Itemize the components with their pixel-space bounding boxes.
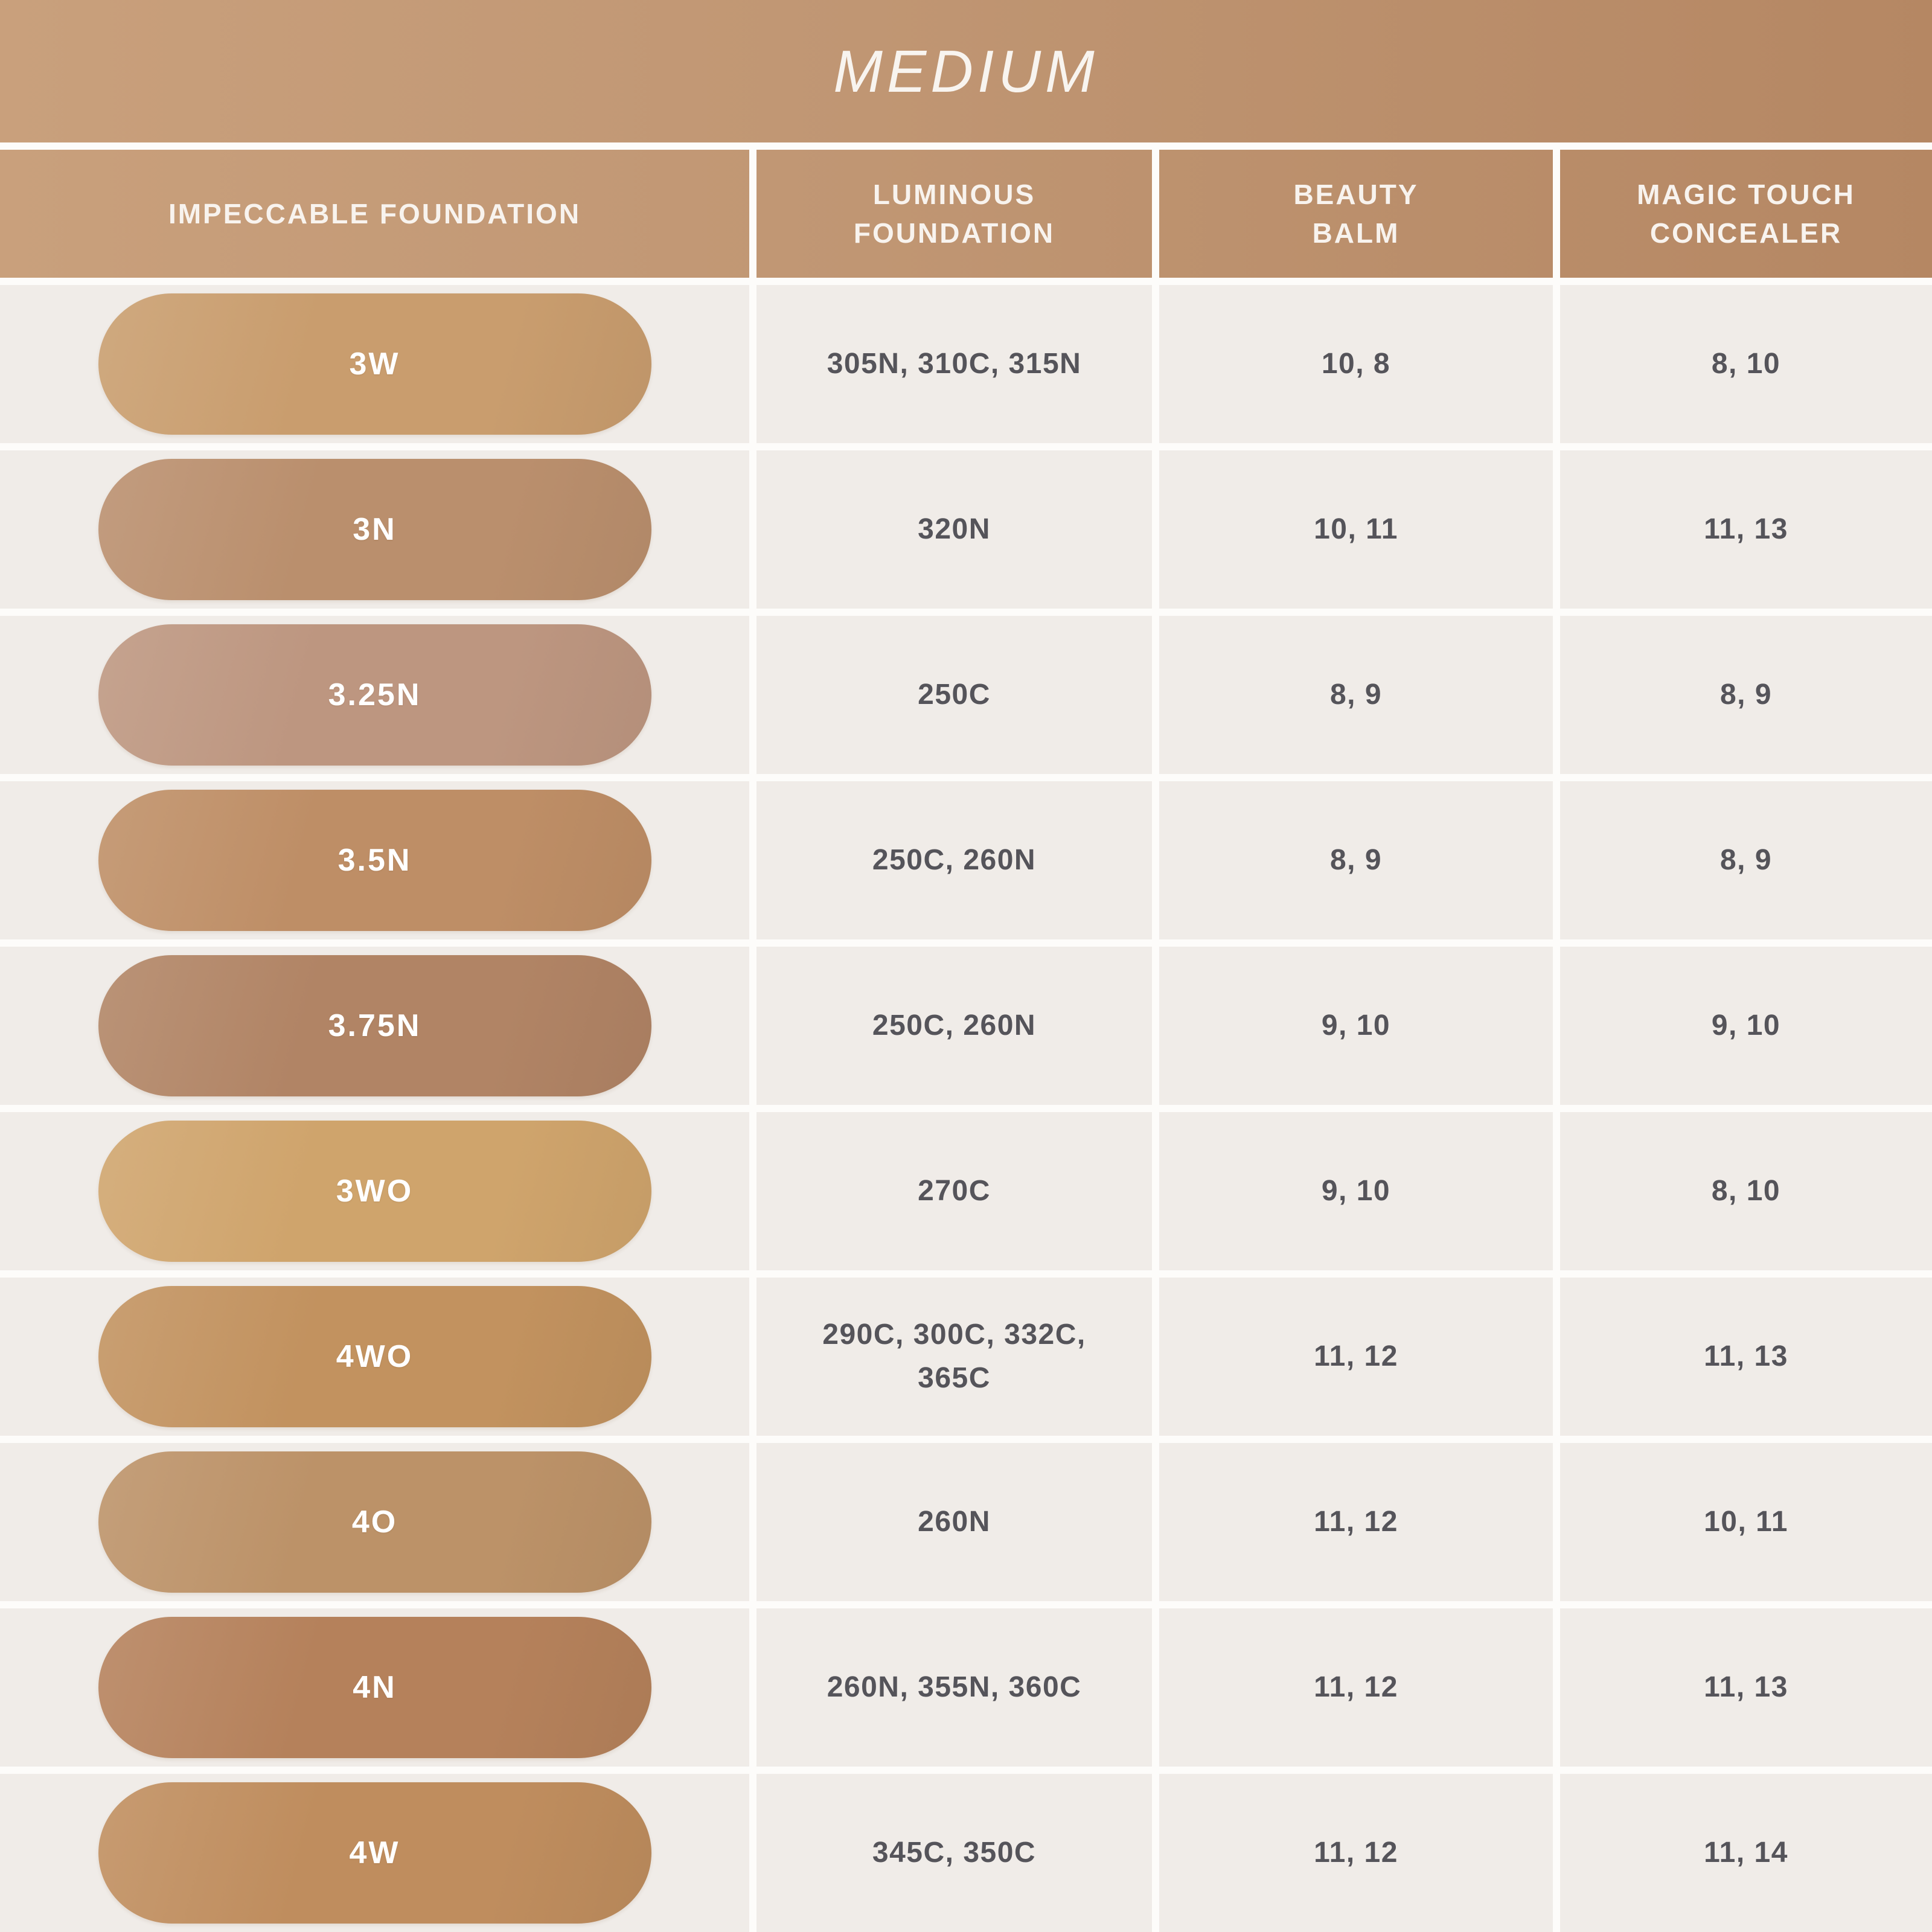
shade-swatch-cell: 4W xyxy=(0,1774,749,1932)
shade-swatch-cell: 3WO xyxy=(0,1112,749,1270)
shade-swatch-cell: 4N xyxy=(0,1608,749,1767)
shade-label: 3N xyxy=(353,512,397,547)
luminous-foundation-value: 290C, 300C, 332C, 365C xyxy=(756,1278,1152,1436)
beauty-balm-value: 10, 11 xyxy=(1159,450,1553,609)
horizontal-separator xyxy=(0,278,1932,285)
shade-label: 4W xyxy=(349,1835,400,1870)
shade-swatch: 4WO xyxy=(98,1286,651,1427)
beauty-balm-value: 11, 12 xyxy=(1159,1774,1553,1932)
shade-swatch: 4N xyxy=(98,1617,651,1758)
shade-label: 3.75N xyxy=(328,1008,421,1043)
magic-touch-concealer-value: 10, 11 xyxy=(1560,1443,1932,1601)
beauty-balm-value: 8, 9 xyxy=(1159,781,1553,939)
shade-swatch-cell: 3.25N xyxy=(0,616,749,774)
shade-swatch: 3.75N xyxy=(98,955,651,1096)
luminous-foundation-value: 250C xyxy=(756,616,1152,774)
luminous-foundation-value: 260N xyxy=(756,1443,1152,1601)
shade-swatch-cell: 3.5N xyxy=(0,781,749,939)
header-band: MEDIUM xyxy=(0,0,1932,142)
shade-swatch-cell: 4O xyxy=(0,1443,749,1601)
shade-swatch: 4W xyxy=(98,1782,651,1924)
luminous-foundation-value: 250C, 260N xyxy=(756,947,1152,1105)
magic-touch-concealer-value: 8, 10 xyxy=(1560,285,1932,443)
luminous-foundation-value: 345C, 350C xyxy=(756,1774,1152,1932)
shade-swatch-cell: 3.75N xyxy=(0,947,749,1105)
shade-swatch: 3W xyxy=(98,293,651,435)
column-separator xyxy=(749,150,756,278)
luminous-foundation-value: 270C xyxy=(756,1112,1152,1270)
column-header-beauty-balm: BEAUTY BALM xyxy=(1293,178,1419,249)
beauty-balm-value: 9, 10 xyxy=(1159,1112,1553,1270)
column-header-row: IMPECCABLE FOUNDATION LUMINOUS FOUNDATIO… xyxy=(0,150,1932,278)
shade-swatch-cell: 4WO xyxy=(0,1278,749,1436)
column-separator xyxy=(1553,150,1560,278)
magic-touch-concealer-value: 9, 10 xyxy=(1560,947,1932,1105)
shade-label: 3.5N xyxy=(337,843,412,878)
beauty-balm-value: 9, 10 xyxy=(1159,947,1553,1105)
page-title: MEDIUM xyxy=(833,37,1099,104)
shade-swatch-cell: 3N xyxy=(0,450,749,609)
beauty-balm-value: 11, 12 xyxy=(1159,1443,1553,1601)
beauty-balm-value: 11, 12 xyxy=(1159,1608,1553,1767)
magic-touch-concealer-value: 11, 13 xyxy=(1560,1608,1932,1767)
shade-swatch: 3WO xyxy=(98,1121,651,1262)
magic-touch-concealer-value: 8, 9 xyxy=(1560,616,1932,774)
beauty-balm-value: 8, 9 xyxy=(1159,616,1553,774)
shade-swatch: 3.5N xyxy=(98,790,651,931)
shade-swatch: 4O xyxy=(98,1451,651,1593)
magic-touch-concealer-value: 8, 9 xyxy=(1560,781,1932,939)
table-body: 3W 305N, 310C, 315N 10, 8 8, 10 3N 320N … xyxy=(0,285,1932,1932)
shade-label: 4O xyxy=(351,1505,398,1540)
shade-swatch: 3.25N xyxy=(98,624,651,766)
luminous-foundation-value: 305N, 310C, 315N xyxy=(756,285,1152,443)
magic-touch-concealer-value: 11, 13 xyxy=(1560,450,1932,609)
beauty-balm-value: 11, 12 xyxy=(1159,1278,1553,1436)
shade-label: 3WO xyxy=(336,1174,414,1209)
luminous-foundation-value: 320N xyxy=(756,450,1152,609)
magic-touch-concealer-value: 11, 13 xyxy=(1560,1278,1932,1436)
column-separator xyxy=(1152,150,1159,278)
shade-label: 4WO xyxy=(336,1339,414,1374)
column-header-magic-touch-concealer: MAGIC TOUCH CONCEALER xyxy=(1637,178,1855,249)
shade-label: 4N xyxy=(353,1670,397,1705)
magic-touch-concealer-value: 8, 10 xyxy=(1560,1112,1932,1270)
beauty-balm-value: 10, 8 xyxy=(1159,285,1553,443)
shade-swatch-cell: 3W xyxy=(0,285,749,443)
horizontal-separator xyxy=(0,142,1932,150)
shade-label: 3W xyxy=(349,347,400,382)
luminous-foundation-value: 250C, 260N xyxy=(756,781,1152,939)
shade-label: 3.25N xyxy=(328,677,421,712)
magic-touch-concealer-value: 11, 14 xyxy=(1560,1774,1932,1932)
column-header-impeccable-foundation: IMPECCABLE FOUNDATION xyxy=(168,197,581,229)
shade-swatch: 3N xyxy=(98,459,651,600)
luminous-foundation-value: 260N, 355N, 360C xyxy=(756,1608,1152,1767)
column-header-luminous-foundation: LUMINOUS FOUNDATION xyxy=(853,178,1055,249)
